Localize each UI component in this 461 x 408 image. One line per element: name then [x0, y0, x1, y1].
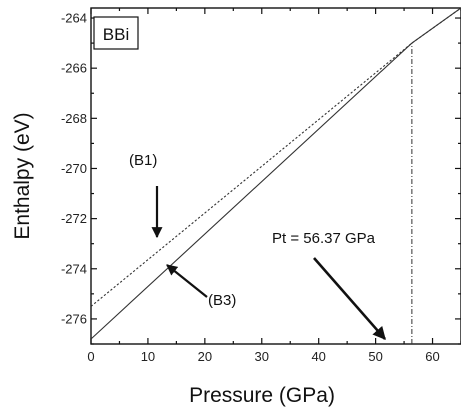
panel-label-box	[93, 16, 139, 50]
x-tick-label: 0	[87, 349, 94, 364]
x-axis-title: Pressure (GPa)	[189, 384, 335, 407]
y-tick-label: -272	[61, 211, 87, 226]
panel-label: BBi	[103, 25, 129, 44]
x-tick-label: 40	[311, 349, 325, 364]
series-line-b3	[90, 7, 461, 340]
axes: 0 10 20 30 40 50 60 -264 -266 -268 -270 -272 -274 -27…	[11, 7, 461, 407]
x-tick-label: 10	[141, 349, 155, 364]
series-label-b3: (B3)	[208, 292, 236, 309]
x-tick-label: 30	[255, 349, 269, 364]
plot-frame	[90, 7, 461, 345]
transition-label: Pt = 56.37 GPa	[272, 230, 376, 247]
y-tick-label: -274	[61, 261, 87, 276]
x-tick-label: 20	[198, 349, 212, 364]
series-label-b1: (B1)	[129, 152, 157, 169]
annotations: BBi (B1) (B3) Pt = 56.37 GPa	[93, 16, 386, 340]
y-tick-label: -264	[61, 11, 87, 26]
x-tick-label: 50	[368, 349, 382, 364]
series-lines	[90, 7, 461, 344]
arrow-b3	[166, 264, 208, 298]
x-tick-label: 60	[425, 349, 439, 364]
y-tick-label: -268	[61, 111, 87, 126]
y-tick-label: -270	[61, 161, 87, 176]
y-tick-label: -266	[61, 61, 87, 76]
arrow-transition	[313, 257, 386, 340]
y-tick-label: -276	[61, 311, 87, 326]
y-axis-title: Enthalpy (eV)	[11, 112, 34, 239]
